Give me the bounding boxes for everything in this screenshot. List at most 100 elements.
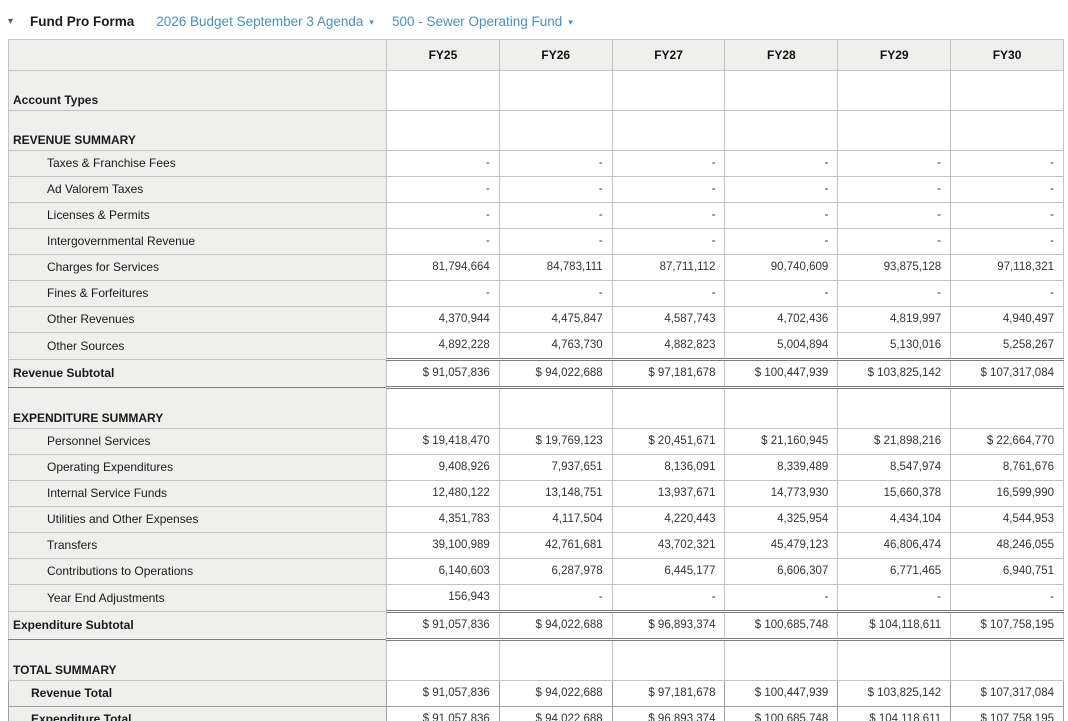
- cell-fy25-total-summary: [386, 639, 500, 681]
- cell-fy29-revenue-summary: [837, 110, 952, 151]
- cell-fy28-contributions-to-operations: 6,606,307: [724, 558, 839, 585]
- cell-fy27-taxes-franchise-fees: -: [611, 150, 726, 177]
- cell-fy29-expenditure-summary: [837, 387, 952, 429]
- cell-fy26-fines-forfeitures: -: [498, 280, 613, 307]
- row-licenses-permits: Licenses & Permits - - - - - -: [8, 202, 1064, 229]
- cell-fy25-expenditure-summary: [386, 387, 500, 429]
- row-intergovernmental-revenue: Intergovernmental Revenue - - - - - -: [8, 228, 1064, 255]
- cell-fy30-taxes-franchise-fees: -: [950, 150, 1064, 177]
- cell-fy28-internal-service-funds: 14,773,930: [724, 480, 839, 507]
- cell-fy30-utilities-and-other-expenses: 4,544,953: [950, 506, 1064, 533]
- cell-fy30-fines-forfeitures: -: [950, 280, 1064, 307]
- row-label: Internal Service Funds: [8, 480, 387, 507]
- chevron-down-icon: ▾: [369, 16, 374, 27]
- cell-fy26-other-sources: 4,763,730: [498, 332, 613, 360]
- column-header-fy30: FY30: [950, 39, 1064, 71]
- cell-fy25-licenses-permits: -: [386, 202, 500, 229]
- cell-fy28-utilities-and-other-expenses: 4,325,954: [724, 506, 839, 533]
- cell-fy25-other-revenues: 4,370,944: [386, 306, 500, 333]
- row-revenue-subtotal: Revenue Subtotal $ 91,057,836 $ 94,022,688…: [8, 358, 1064, 389]
- pro-forma-table: FY25 FY26 FY27 FY28 FY29 FY30 Account Types RE…: [8, 39, 1064, 721]
- row-label: Other Sources: [8, 332, 387, 360]
- row-year-end-adjustments: Year End Adjustments 156,943- - - - -: [8, 584, 1064, 612]
- cell-fy30-other-sources: 5,258,267: [950, 332, 1064, 360]
- cell-fy25-fines-forfeitures: -: [386, 280, 500, 307]
- cell-fy29-fines-forfeitures: -: [837, 280, 952, 307]
- cell-fy26-year-end-adjustments: -: [498, 584, 613, 612]
- row-label: Revenue Subtotal: [8, 359, 387, 388]
- cell-fy27-other-sources: 4,882,823: [611, 332, 726, 360]
- cell-fy27-total-summary: [611, 639, 726, 681]
- row-label: Fines & Forfeitures: [8, 280, 387, 307]
- cell-fy28-licenses-permits: -: [724, 202, 839, 229]
- row-fines-forfeitures: Fines & Forfeitures - - - - - -: [8, 280, 1064, 307]
- cell-fy27-revenue-summary: [611, 110, 726, 151]
- row-label: Account Types: [8, 70, 387, 111]
- cell-fy27-expenditure-subtotal: $ 96,893,374: [611, 610, 726, 641]
- cell-fy26-transfers: 42,761,681: [498, 532, 613, 559]
- cell-fy30-operating-expenditures: 8,761,676: [950, 454, 1064, 481]
- cell-fy30-licenses-permits: -: [950, 202, 1064, 229]
- row-expenditure-subtotal: Expenditure Subtotal $ 91,057,836 $ 94,022…: [8, 610, 1064, 641]
- cell-fy28-taxes-franchise-fees: -: [724, 150, 839, 177]
- cell-fy30-internal-service-funds: 16,599,990: [950, 480, 1064, 507]
- cell-fy26-expenditure-total: $ 94,022,688: [498, 706, 613, 721]
- cell-fy26-ad-valorem-taxes: -: [498, 176, 613, 203]
- row-operating-expenditures: Operating Expenditures 9,408,926 7,937,651…: [8, 454, 1064, 481]
- row-personnel-services: Personnel Services $ 19,418,470 $ 19,769,1…: [8, 428, 1064, 455]
- cell-fy27-transfers: 43,702,321: [611, 532, 726, 559]
- titlebar: ▾ Fund Pro Forma 2026 Budget September 3…: [0, 0, 1068, 39]
- cell-fy29-taxes-franchise-fees: -: [837, 150, 952, 177]
- row-contributions-to-operations: Contributions to Operations 6,140,603 6,28…: [8, 558, 1064, 585]
- row-label: Contributions to Operations: [8, 558, 387, 585]
- row-label: Expenditure Total: [8, 706, 387, 721]
- cell-fy30-transfers: 48,246,055: [950, 532, 1064, 559]
- cell-fy26-expenditure-summary: [498, 387, 613, 429]
- cell-fy26-intergovernmental-revenue: -: [498, 228, 613, 255]
- cell-fy25-other-sources: 4,892,228: [386, 332, 500, 360]
- row-label: Taxes & Franchise Fees: [8, 150, 387, 177]
- cell-fy25-transfers: 39,100,989: [386, 532, 500, 559]
- cell-fy25-charges-for-services: 81,794,664: [386, 254, 500, 281]
- cell-fy27-operating-expenditures: 8,136,091: [611, 454, 726, 481]
- cell-fy29-expenditure-total: $ 104,118,611: [837, 706, 952, 721]
- row-label: Expenditure Subtotal: [8, 611, 387, 640]
- cell-fy29-other-revenues: 4,819,997: [837, 306, 952, 333]
- cell-fy25-internal-service-funds: 12,480,122: [386, 480, 500, 507]
- cell-fy28-transfers: 45,479,123: [724, 532, 839, 559]
- cell-fy29-ad-valorem-taxes: -: [837, 176, 952, 203]
- budget-dropdown[interactable]: 2026 Budget September 3 Agenda ▾: [156, 14, 374, 29]
- cell-fy26-operating-expenditures: 7,937,651: [498, 454, 613, 481]
- cell-fy25-revenue-total: $ 91,057,836: [386, 680, 500, 707]
- collapse-arrow-icon[interactable]: ▾: [8, 15, 14, 27]
- budget-dropdown-label: 2026 Budget September 3 Agenda: [156, 13, 364, 29]
- cell-fy30-total-summary: [950, 639, 1064, 681]
- cell-fy29-transfers: 46,806,474: [837, 532, 952, 559]
- cell-fy30-revenue-subtotal: $ 107,317,084: [950, 358, 1064, 389]
- cell-fy29-utilities-and-other-expenses: 4,434,104: [837, 506, 952, 533]
- cell-fy30-expenditure-subtotal: $ 107,758,195: [950, 610, 1064, 641]
- fund-dropdown-label: 500 - Sewer Operating Fund: [391, 13, 563, 29]
- cell-fy29-internal-service-funds: 15,660,378: [837, 480, 952, 507]
- row-label: Personnel Services: [8, 428, 387, 455]
- cell-fy29-revenue-total: $ 103,825,142: [837, 680, 952, 707]
- fund-dropdown[interactable]: 500 - Sewer Operating Fund ▾: [392, 14, 573, 29]
- cell-fy26-revenue-summary: [498, 110, 613, 151]
- column-header-fy25: FY25: [386, 39, 500, 71]
- cell-fy25-revenue-subtotal: $ 91,057,836: [386, 358, 500, 389]
- column-header-fy29: FY29: [837, 39, 952, 71]
- row-label: TOTAL SUMMARY: [8, 639, 387, 681]
- cell-fy25-revenue-summary: [386, 110, 500, 151]
- cell-fy28-intergovernmental-revenue: -: [724, 228, 839, 255]
- cell-fy26-utilities-and-other-expenses: 4,117,504: [498, 506, 613, 533]
- cell-fy25-taxes-franchise-fees: -: [386, 150, 500, 177]
- row-label: Other Revenues: [8, 306, 387, 333]
- cell-fy28-expenditure-total: $ 100,685,748: [724, 706, 839, 721]
- cell-fy25-account-types: [386, 70, 500, 111]
- row-revenue-total: Revenue Total $ 91,057,836 $ 94,022,688 $ 9…: [8, 680, 1064, 707]
- cell-fy29-revenue-subtotal: $ 103,825,142: [837, 358, 952, 389]
- row-label: REVENUE SUMMARY: [8, 110, 387, 151]
- row-expenditure-summary: EXPENDITURE SUMMARY: [8, 387, 1064, 429]
- cell-fy30-expenditure-summary: [950, 387, 1064, 429]
- cell-fy28-year-end-adjustments: -: [724, 584, 839, 612]
